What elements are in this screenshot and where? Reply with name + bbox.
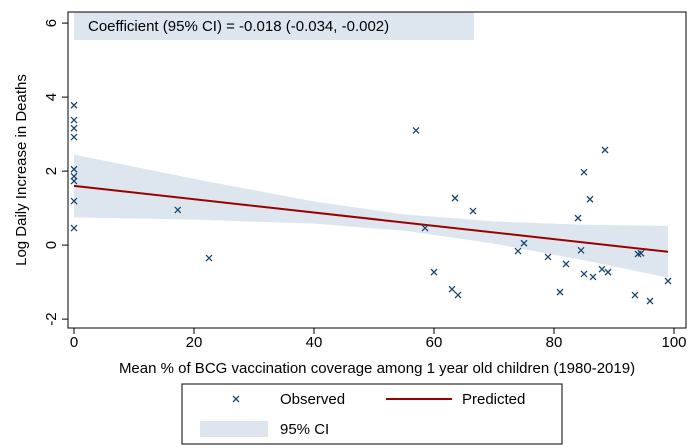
observed-point xyxy=(631,291,639,299)
observed-point xyxy=(174,206,182,214)
y-tick-label: 4 xyxy=(43,93,60,101)
observed-point xyxy=(430,268,438,276)
observed-point xyxy=(586,195,594,203)
plot-frame xyxy=(67,11,687,329)
observed-point xyxy=(70,224,78,232)
observed-point xyxy=(601,146,609,154)
legend-label: Predicted xyxy=(462,391,525,408)
ci-band xyxy=(74,154,668,278)
legend-symbol xyxy=(232,395,240,403)
observed-point xyxy=(580,168,588,176)
x-tick-label: 40 xyxy=(306,334,323,351)
observed-point xyxy=(520,239,528,247)
observed-point xyxy=(448,285,456,293)
observed-point xyxy=(574,214,582,222)
x-tick-label: 0 xyxy=(70,334,78,351)
observed-point xyxy=(556,288,564,296)
y-tick-label: 0 xyxy=(43,241,60,249)
observed-point xyxy=(70,197,78,205)
annotation: Coefficient (95% CI) = -0.018 (-0.034, -… xyxy=(88,18,389,35)
observed-point xyxy=(70,177,78,185)
observed-point xyxy=(514,247,522,255)
x-tick-label: 60 xyxy=(426,334,443,351)
y-tick-label: 2 xyxy=(43,167,60,175)
observed-point xyxy=(454,291,462,299)
observed-point xyxy=(544,253,552,261)
observed-point xyxy=(70,124,78,132)
x-axis-label: Mean % of BCG vaccination coverage among… xyxy=(119,360,635,377)
y-axis-label: Log Daily Increase in Deaths xyxy=(13,74,30,266)
observed-point xyxy=(421,224,429,232)
observed-point xyxy=(646,297,654,305)
observed-point xyxy=(70,133,78,141)
x-tick-label: 20 xyxy=(186,334,203,351)
observed-point xyxy=(598,265,606,273)
observed-point xyxy=(580,270,588,278)
observed-point xyxy=(664,277,672,285)
observed-point xyxy=(589,273,597,281)
observed-point xyxy=(70,116,78,124)
legend-label: Observed xyxy=(280,391,345,408)
observed-point xyxy=(205,254,213,262)
observed-point xyxy=(70,101,78,109)
x-tick-label: 80 xyxy=(546,334,563,351)
observed-point xyxy=(70,165,78,173)
y-tick-label: -2 xyxy=(43,312,60,325)
y-tick-label: 6 xyxy=(43,19,60,27)
observed-point xyxy=(469,207,477,215)
legend-symbol xyxy=(200,421,268,437)
legend-label: 95% CI xyxy=(280,421,329,438)
x-tick-label: 100 xyxy=(661,334,686,351)
observed-point xyxy=(451,194,459,202)
observed-point xyxy=(577,246,585,254)
observed-point xyxy=(637,249,645,257)
annotation-box xyxy=(74,12,474,40)
observed-point xyxy=(562,260,570,268)
predicted-line xyxy=(73,184,669,253)
observed-point xyxy=(604,268,612,276)
observed-point xyxy=(412,126,420,134)
legend-box xyxy=(181,383,563,445)
